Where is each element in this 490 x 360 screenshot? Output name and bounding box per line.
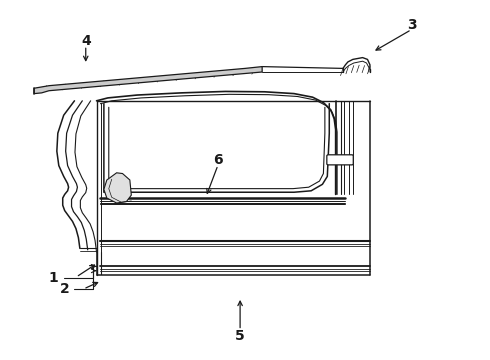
Text: 1: 1: [48, 271, 58, 285]
Text: 3: 3: [407, 18, 416, 32]
FancyBboxPatch shape: [327, 155, 353, 165]
Text: 5: 5: [235, 329, 245, 342]
Text: 2: 2: [60, 283, 70, 296]
Text: 6: 6: [213, 153, 223, 167]
Polygon shape: [34, 67, 262, 94]
Polygon shape: [104, 173, 131, 203]
Text: 4: 4: [81, 35, 91, 48]
